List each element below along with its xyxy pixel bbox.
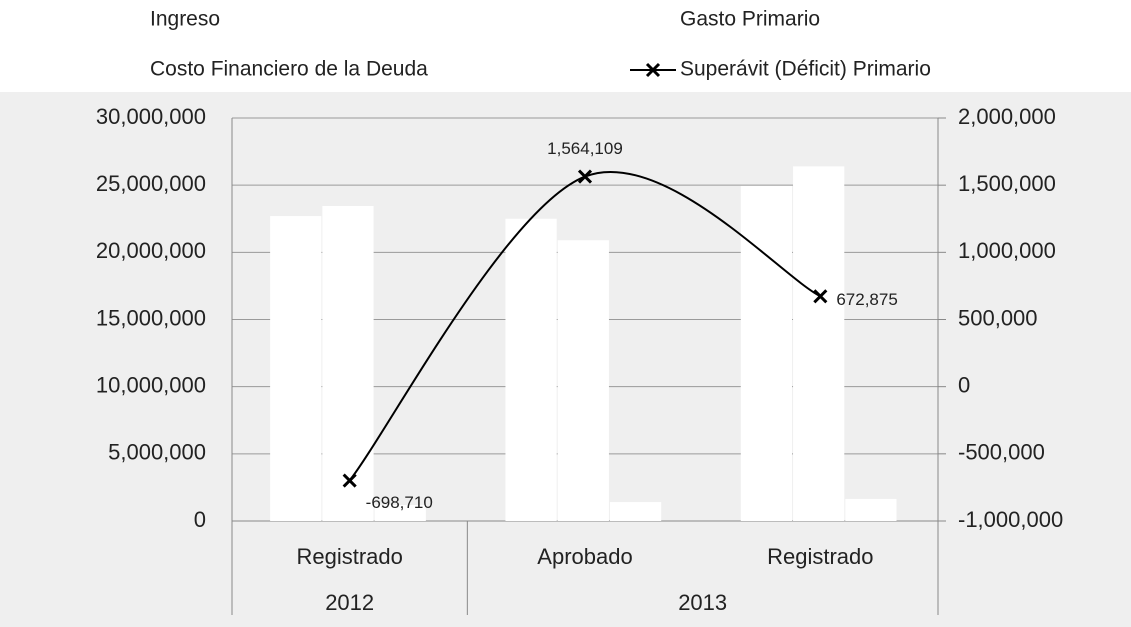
data-label: -698,710: [366, 493, 433, 512]
marker: [342, 473, 357, 488]
data-label: 1,564,109: [547, 139, 623, 158]
y2-tick-label: 1,000,000: [958, 238, 1056, 263]
y-tick-label: 30,000,000: [96, 104, 206, 129]
y2-tick-label: 0: [958, 372, 970, 397]
legend-label: Superávit (Déficit) Primario: [680, 58, 931, 81]
legend-swatch: [134, 64, 146, 76]
y-tick-label: 10,000,000: [96, 372, 206, 397]
group-label: 2013: [678, 590, 727, 615]
x-tick-label: Registrado: [296, 544, 402, 569]
y2-tick-label: -1,000,000: [958, 507, 1063, 532]
data-label: 672,875: [836, 290, 897, 309]
legend-swatch: [664, 14, 676, 26]
bar: [609, 502, 662, 521]
y-tick-label: 15,000,000: [96, 305, 206, 330]
bar: [505, 218, 557, 521]
bar: [374, 505, 426, 521]
legend-label: Gasto Primario: [680, 8, 820, 31]
bar: [270, 216, 322, 521]
bar: [322, 205, 374, 521]
bar: [740, 185, 793, 522]
y2-tick-label: 500,000: [958, 305, 1038, 330]
legend-marker: [645, 62, 661, 78]
bar: [845, 498, 897, 521]
y2-tick-label: 1,500,000: [958, 171, 1056, 196]
x-tick-label: Registrado: [767, 544, 873, 569]
bar: [557, 240, 609, 521]
bar: [793, 166, 845, 522]
line: [348, 170, 821, 482]
y-tick-label: 20,000,000: [96, 238, 206, 263]
group-label: 2012: [325, 590, 374, 615]
y-tick-label: 25,000,000: [96, 171, 206, 196]
marker: [577, 169, 593, 184]
legend-swatch: [134, 14, 146, 26]
y-tick-label: 0: [194, 507, 206, 532]
y2-tick-label: 2,000,000: [958, 104, 1056, 129]
legend-label: Ingreso: [150, 8, 220, 31]
x-tick-label: Aprobado: [537, 544, 632, 569]
legend-label: Costo Financiero de la Deuda: [150, 58, 428, 81]
y2-tick-label: -500,000: [958, 440, 1045, 465]
y-tick-label: 5,000,000: [108, 440, 206, 465]
marker: [813, 289, 828, 304]
